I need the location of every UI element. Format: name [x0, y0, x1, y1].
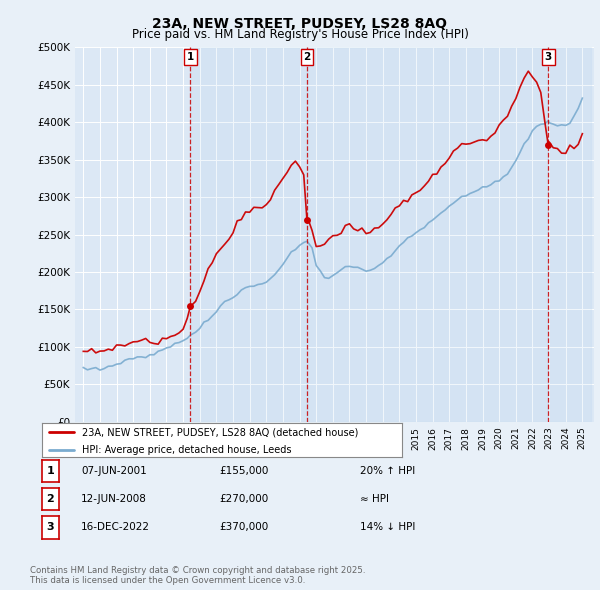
Text: 16-DEC-2022: 16-DEC-2022	[81, 523, 150, 532]
Text: 20% ↑ HPI: 20% ↑ HPI	[360, 466, 415, 476]
Text: HPI: Average price, detached house, Leeds: HPI: Average price, detached house, Leed…	[82, 445, 291, 455]
Text: £370,000: £370,000	[219, 523, 268, 532]
Text: 3: 3	[545, 52, 552, 62]
Text: 23A, NEW STREET, PUDSEY, LS28 8AQ (detached house): 23A, NEW STREET, PUDSEY, LS28 8AQ (detac…	[82, 427, 358, 437]
Text: Contains HM Land Registry data © Crown copyright and database right 2025.
This d: Contains HM Land Registry data © Crown c…	[30, 566, 365, 585]
Text: 12-JUN-2008: 12-JUN-2008	[81, 494, 147, 504]
Text: 14% ↓ HPI: 14% ↓ HPI	[360, 523, 415, 532]
Text: 23A, NEW STREET, PUDSEY, LS28 8AQ: 23A, NEW STREET, PUDSEY, LS28 8AQ	[152, 17, 448, 31]
Text: £270,000: £270,000	[219, 494, 268, 504]
Bar	[307, 47, 548, 422]
Bar	[548, 47, 590, 422]
Text: 1: 1	[187, 52, 194, 62]
Text: 1: 1	[47, 466, 54, 476]
Text: 2: 2	[47, 494, 54, 504]
Text: ≈ HPI: ≈ HPI	[360, 494, 389, 504]
Bar	[190, 47, 307, 422]
Text: 3: 3	[47, 523, 54, 532]
Text: £155,000: £155,000	[219, 466, 268, 476]
Text: 2: 2	[303, 52, 311, 62]
Text: 07-JUN-2001: 07-JUN-2001	[81, 466, 147, 476]
Text: Price paid vs. HM Land Registry's House Price Index (HPI): Price paid vs. HM Land Registry's House …	[131, 28, 469, 41]
